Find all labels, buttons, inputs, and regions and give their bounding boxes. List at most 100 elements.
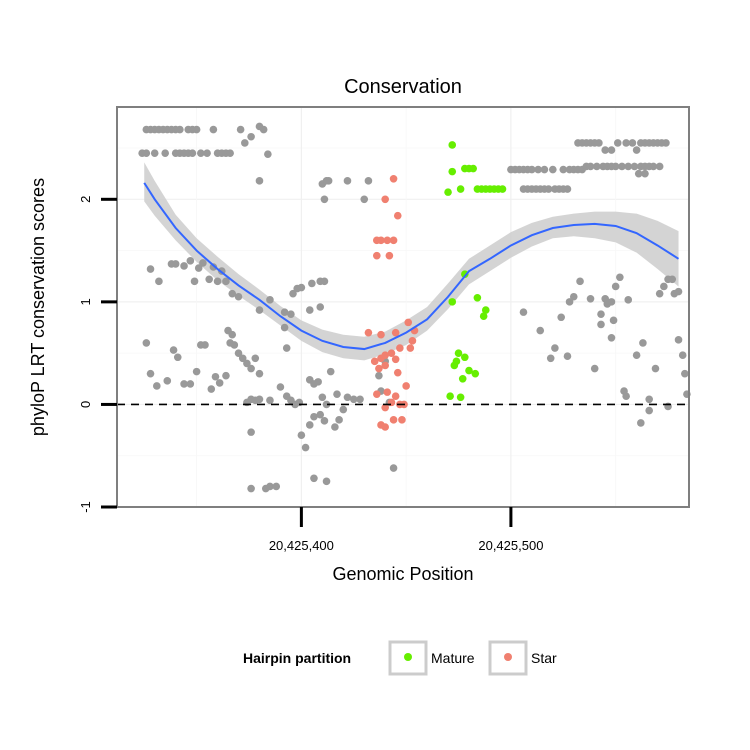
point-other <box>544 185 553 193</box>
point-other <box>186 257 195 265</box>
point-other <box>150 149 159 157</box>
point-other <box>201 341 209 349</box>
point-other <box>613 139 622 147</box>
point-other <box>259 125 268 134</box>
point-other <box>247 132 255 141</box>
point-other <box>586 294 595 303</box>
point-mature <box>444 188 452 196</box>
point-other <box>190 277 199 286</box>
point-other <box>316 410 325 419</box>
point-other <box>247 484 255 493</box>
point-other <box>534 165 542 174</box>
point-other <box>655 162 664 171</box>
point-other <box>611 282 620 291</box>
point-star <box>393 211 402 220</box>
point-mature <box>473 293 482 302</box>
point-other <box>339 405 348 414</box>
point-other <box>320 195 329 204</box>
point-star <box>393 368 402 377</box>
point-other <box>343 393 352 402</box>
point-other <box>180 262 188 270</box>
point-other <box>624 162 633 171</box>
point-other <box>230 341 239 349</box>
point-star <box>381 403 389 412</box>
point-other <box>255 369 264 378</box>
point-other <box>597 310 605 318</box>
point-star <box>389 236 398 245</box>
point-other <box>628 139 637 147</box>
point-other <box>324 177 333 185</box>
point-other <box>356 395 364 404</box>
point-other <box>563 185 572 193</box>
point-star <box>381 195 389 204</box>
point-other <box>649 162 658 171</box>
point-other <box>335 416 343 424</box>
point-other <box>155 277 163 286</box>
point-other <box>301 443 310 452</box>
point-other <box>540 165 549 174</box>
point-mature <box>479 312 488 321</box>
point-other <box>272 482 281 491</box>
legend-item-star: Star <box>488 640 557 676</box>
point-mature <box>454 349 463 357</box>
point-star <box>375 364 383 373</box>
point-other <box>194 264 203 272</box>
point-other <box>551 344 559 352</box>
point-other <box>630 162 639 171</box>
point-other <box>255 306 264 314</box>
point-other <box>320 277 329 286</box>
point-star <box>391 355 400 364</box>
point-other <box>276 383 285 391</box>
smooth-confidence-band <box>144 162 679 361</box>
point-other <box>618 162 626 171</box>
point-other <box>660 282 668 291</box>
point-other <box>601 146 609 154</box>
point-other <box>320 417 329 425</box>
point-other <box>609 316 618 325</box>
point-star <box>398 416 406 424</box>
point-other <box>266 482 274 491</box>
point-other <box>255 395 264 404</box>
point-other <box>681 369 689 378</box>
point-other <box>211 372 220 381</box>
point-other <box>226 149 234 157</box>
point-other <box>563 352 572 361</box>
point-other <box>593 162 601 171</box>
point-other <box>222 277 230 286</box>
point-star <box>370 357 379 366</box>
data-points <box>138 122 691 493</box>
plot-border <box>116 106 690 508</box>
point-other <box>264 150 272 158</box>
point-other <box>375 371 383 380</box>
point-other <box>322 477 331 486</box>
chart-title: Conservation <box>344 76 462 98</box>
point-star <box>377 354 385 363</box>
point-other <box>247 364 255 373</box>
point-other <box>603 300 612 308</box>
point-other <box>607 333 616 342</box>
point-other <box>322 400 331 409</box>
point-star <box>385 251 394 260</box>
point-mature <box>469 164 477 173</box>
point-other <box>236 125 245 134</box>
point-other <box>146 369 155 378</box>
point-other <box>333 390 341 398</box>
point-other <box>266 296 274 304</box>
point-other <box>576 277 584 286</box>
point-other <box>305 421 314 429</box>
point-other <box>607 146 616 154</box>
point-other <box>639 339 647 347</box>
point-other <box>645 395 653 404</box>
point-other <box>197 149 205 157</box>
point-other <box>209 125 218 134</box>
point-other <box>142 149 151 157</box>
point-other <box>247 428 255 436</box>
x-axis-title: Genomic Position <box>332 564 473 584</box>
point-star <box>364 328 373 337</box>
point-star <box>408 337 417 345</box>
point-other <box>360 195 369 204</box>
point-star <box>377 330 385 339</box>
x-axis: 20,425,400 20,425,500 <box>269 507 543 553</box>
point-other <box>343 177 352 185</box>
point-other <box>616 273 624 282</box>
